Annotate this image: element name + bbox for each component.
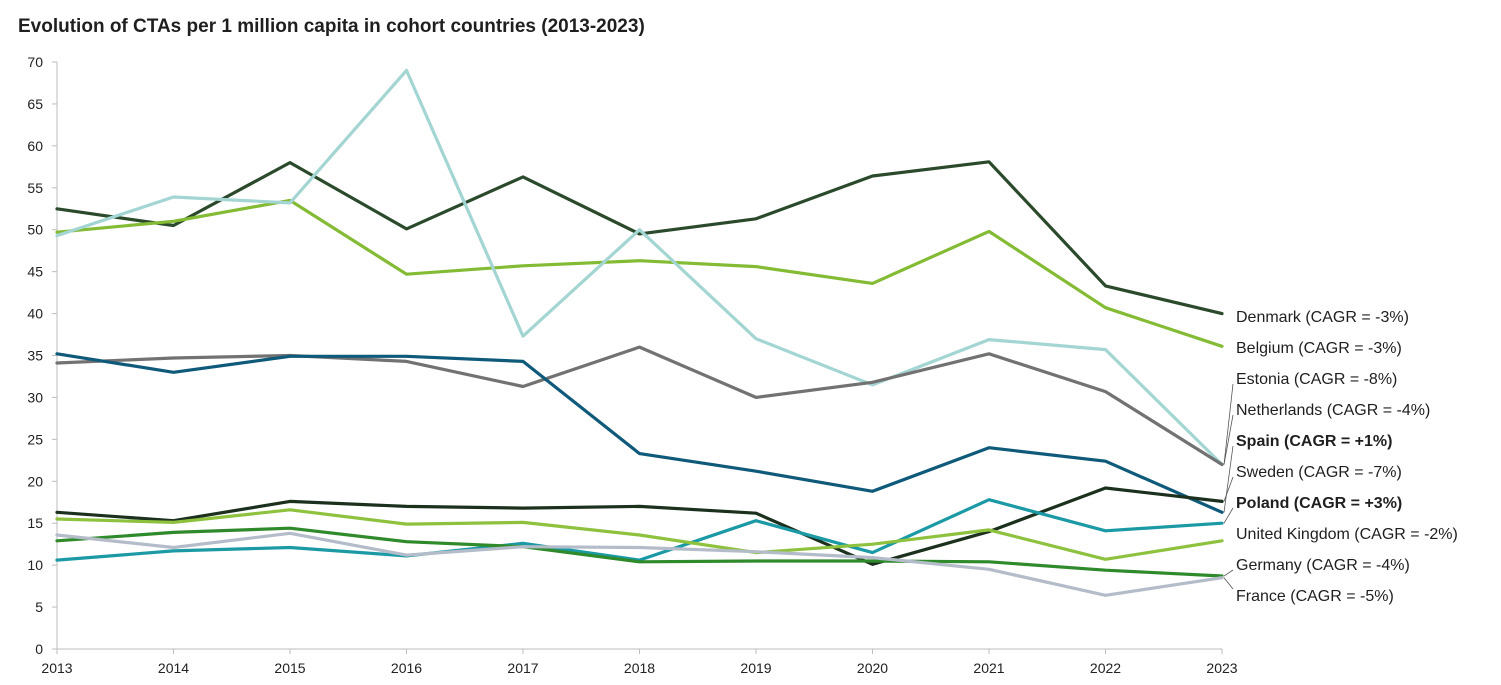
x-tick-label: 2020 xyxy=(857,660,888,676)
y-tick-label: 55 xyxy=(27,180,43,196)
x-tick-label: 2018 xyxy=(624,660,655,676)
y-tick-label: 5 xyxy=(35,599,43,615)
series-label-united: United Kingdom (CAGR = -2%) xyxy=(1236,526,1458,543)
series-line-netherlands xyxy=(55,345,1224,467)
leader-line xyxy=(1223,414,1234,465)
series-line-germany xyxy=(55,526,1224,578)
chart-title: Evolution of CTAs per 1 million capita i… xyxy=(18,16,645,37)
x-tick-label: 2017 xyxy=(507,660,538,676)
y-tick-label: 70 xyxy=(27,54,43,70)
y-tick-label: 60 xyxy=(27,138,43,154)
series-label-netherlands: Netherlands (CAGR = -4%) xyxy=(1236,402,1430,419)
series-line-poland xyxy=(55,498,1224,562)
leader-line xyxy=(1223,569,1234,577)
leader-line xyxy=(1223,383,1234,465)
y-tick-label: 65 xyxy=(27,96,43,112)
y-tick-label: 15 xyxy=(27,515,43,531)
series-label-spain: Spain (CAGR = +1%) xyxy=(1236,433,1392,450)
y-tick-label: 45 xyxy=(27,264,43,280)
y-tick-label: 35 xyxy=(27,348,43,364)
y-tick-label: 50 xyxy=(27,222,43,238)
y-tick-label: 25 xyxy=(27,431,43,447)
x-tick-label: 2019 xyxy=(740,660,771,676)
series-line-sweden xyxy=(55,486,1224,566)
y-tick-label: 40 xyxy=(27,306,43,322)
leader-line xyxy=(1223,476,1234,502)
leader-line xyxy=(1223,445,1234,513)
y-tick-label: 10 xyxy=(27,557,43,573)
series-label-poland: Poland (CAGR = +3%) xyxy=(1236,495,1402,512)
series-label-france: France (CAGR = -5%) xyxy=(1236,588,1394,605)
axes: 0 5 10 15 20 25 30 35 40 45 50 55 60 65 70 2013 2014 2015… xyxy=(27,54,1237,676)
series-label-sweden: Sweden (CAGR = -7%) xyxy=(1236,464,1402,481)
leader-line xyxy=(1223,507,1234,524)
x-tick-label: 2016 xyxy=(391,660,422,676)
x-tick-label: 2014 xyxy=(158,660,189,676)
series-label-belgium: Belgium (CAGR = -3%) xyxy=(1236,340,1402,357)
series-line-spain xyxy=(55,352,1224,514)
x-tick-label: 2013 xyxy=(41,660,72,676)
x-tick-label: 2015 xyxy=(274,660,305,676)
series-label-estonia: Estonia (CAGR = -8%) xyxy=(1236,371,1397,388)
series-line-denmark xyxy=(55,160,1224,316)
x-tick-label: 2022 xyxy=(1090,660,1121,676)
series-line-belgium xyxy=(55,198,1224,348)
y-tick-label: 0 xyxy=(35,641,43,657)
series-line-france xyxy=(55,531,1224,597)
y-tick-label: 30 xyxy=(27,389,43,405)
series-lines xyxy=(55,68,1224,597)
series-label-denmark: Denmark (CAGR = -3%) xyxy=(1236,309,1409,326)
series-line-united xyxy=(55,508,1224,561)
label-leader-lines xyxy=(1223,383,1234,590)
y-tick-label: 20 xyxy=(27,473,43,489)
x-tick-label: 2023 xyxy=(1206,660,1237,676)
x-tick-label: 2021 xyxy=(973,660,1004,676)
series-labels: Denmark (CAGR = -3%) Belgium (CAGR = -3%)… xyxy=(1236,309,1458,605)
series-line-estonia xyxy=(55,68,1224,467)
leader-line xyxy=(1223,577,1234,590)
series-label-germany: Germany (CAGR = -4%) xyxy=(1236,557,1410,574)
